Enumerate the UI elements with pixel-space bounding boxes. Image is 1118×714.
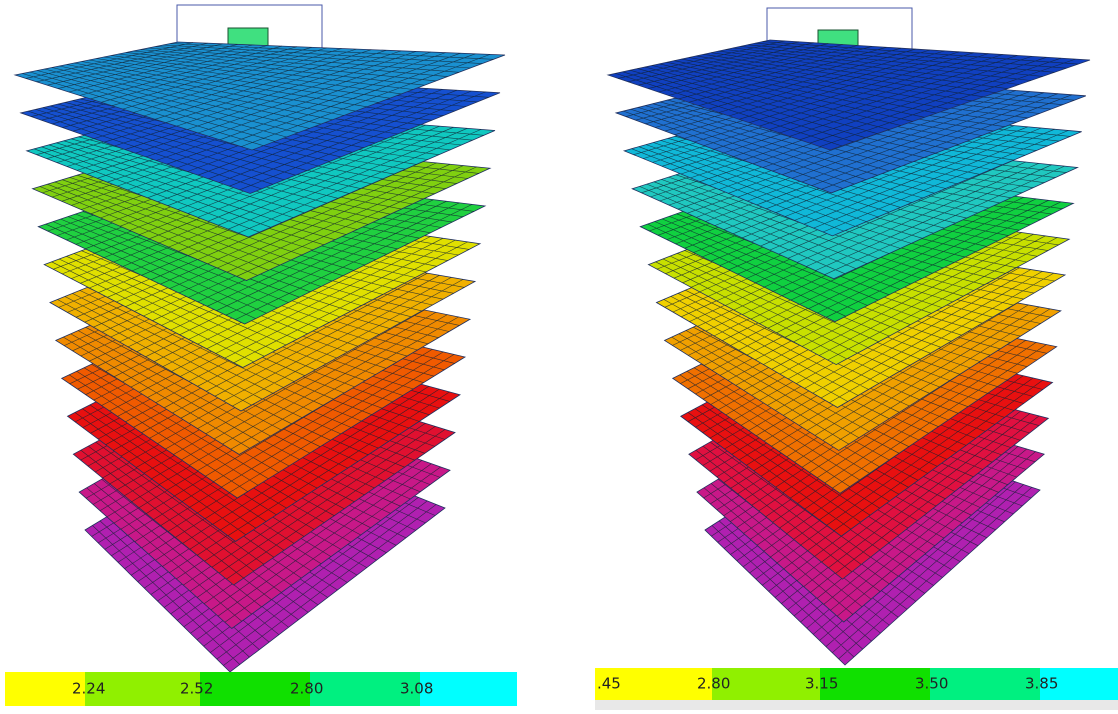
scale-label: 2.80 [290, 680, 323, 698]
viewport: 2.24 2.52 2.80 3.08 .45 2.80 3.15 3.50 3.85 [0, 0, 1118, 710]
scale-label: 2.52 [180, 680, 213, 698]
legend-band [420, 672, 517, 706]
scale-label: .45 [597, 675, 621, 693]
status-strip [595, 700, 1118, 710]
scale-label: 2.24 [72, 680, 105, 698]
scale-label: 3.15 [805, 675, 838, 693]
scale-label: 3.85 [1025, 675, 1058, 693]
page: {"panels": [ {"scale_labels": ["2.24", "… [0, 0, 1118, 710]
scale-label: 3.08 [400, 680, 433, 698]
scale-label: 3.50 [915, 675, 948, 693]
scale-label: 2.80 [697, 675, 730, 693]
